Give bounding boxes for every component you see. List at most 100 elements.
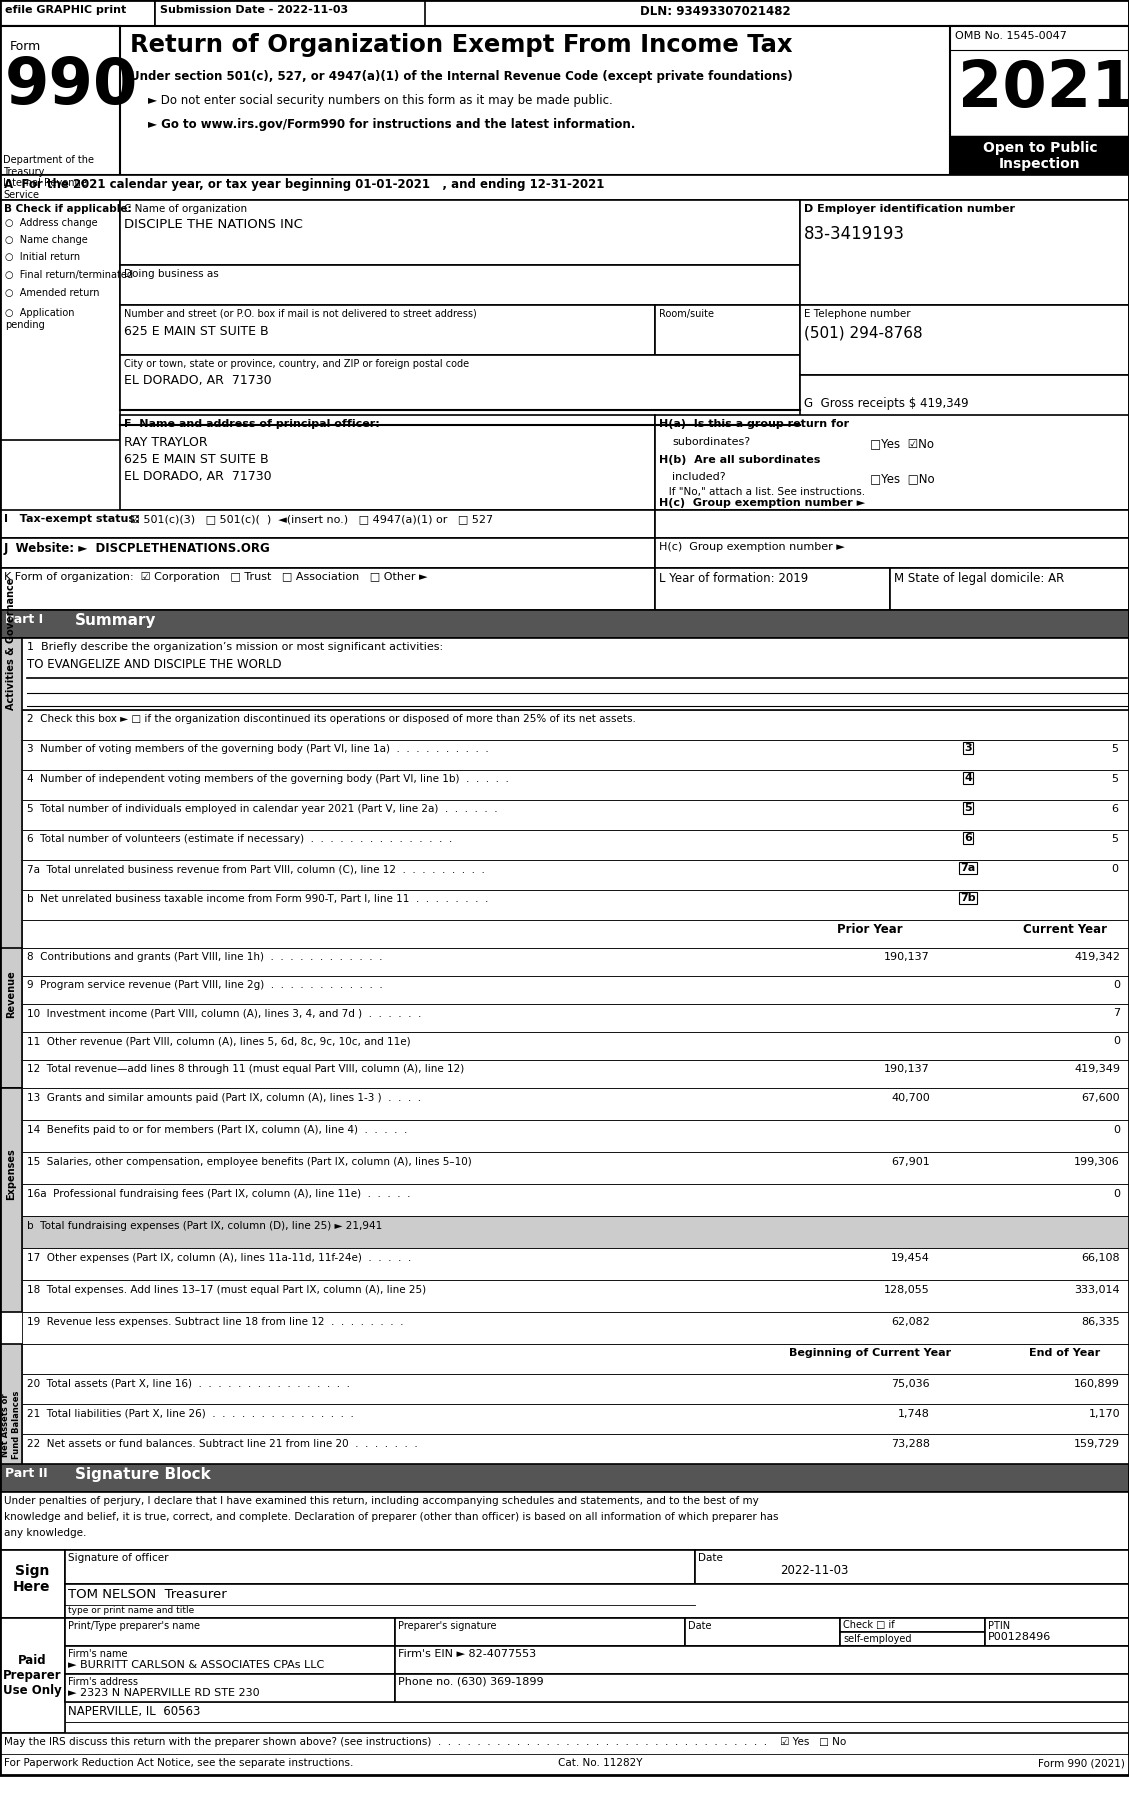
Bar bbox=[21, 1185, 1129, 1215]
Text: Under section 501(c), 527, or 4947(a)(1) of the Internal Revenue Code (except pr: Under section 501(c), 527, or 4947(a)(1)… bbox=[130, 71, 793, 83]
Text: 4  Number of independent voting members of the governing body (Part VI, line 1b): 4 Number of independent voting members o… bbox=[27, 775, 509, 784]
Text: 62,082: 62,082 bbox=[891, 1317, 930, 1328]
Text: K Form of organization:  ☑ Corporation   □ Trust   □ Association   □ Other ►: K Form of organization: ☑ Corporation □ … bbox=[5, 571, 428, 582]
Bar bbox=[21, 740, 1129, 769]
Bar bbox=[65, 1674, 395, 1702]
Bar bbox=[395, 1674, 1129, 1702]
Text: Signature Block: Signature Block bbox=[75, 1468, 211, 1482]
Bar bbox=[0, 568, 655, 610]
Text: 20  Total assets (Part X, line 16)  .  .  .  .  .  .  .  .  .  .  .  .  .  .  . : 20 Total assets (Part X, line 16) . . . … bbox=[27, 1379, 350, 1390]
Bar bbox=[120, 356, 800, 410]
Text: 11  Other revenue (Part VIII, column (A), lines 5, 6d, 8c, 9c, 10c, and 11e): 11 Other revenue (Part VIII, column (A),… bbox=[27, 1036, 411, 1047]
Text: EL DORADO, AR  71730: EL DORADO, AR 71730 bbox=[124, 470, 272, 483]
Text: b  Total fundraising expenses (Part IX, column (D), line 25) ► 21,941: b Total fundraising expenses (Part IX, c… bbox=[27, 1221, 383, 1232]
Bar bbox=[0, 25, 1129, 174]
Bar bbox=[21, 709, 1129, 740]
Text: For Paperwork Reduction Act Notice, see the separate instructions.: For Paperwork Reduction Act Notice, see … bbox=[5, 1758, 353, 1769]
Bar bbox=[21, 800, 1129, 831]
Text: A  For the 2021 calendar year, or tax year beginning 01-01-2021   , and ending 1: A For the 2021 calendar year, or tax yea… bbox=[5, 178, 604, 190]
Text: ○  Final return/terminated: ○ Final return/terminated bbox=[5, 270, 133, 279]
Text: ○  Initial return: ○ Initial return bbox=[5, 252, 80, 261]
Bar bbox=[800, 200, 1129, 305]
Text: Form: Form bbox=[10, 40, 42, 53]
Text: Summary: Summary bbox=[75, 613, 157, 628]
Text: Doing business as: Doing business as bbox=[124, 268, 219, 279]
Text: Prior Year: Prior Year bbox=[838, 923, 903, 936]
Text: B Check if applicable:: B Check if applicable: bbox=[5, 203, 132, 214]
Bar bbox=[65, 1549, 695, 1584]
Text: 5: 5 bbox=[1111, 744, 1118, 755]
Text: 333,014: 333,014 bbox=[1075, 1284, 1120, 1295]
Text: 40,700: 40,700 bbox=[891, 1094, 930, 1103]
Text: Firm's EIN ► 82-4077553: Firm's EIN ► 82-4077553 bbox=[399, 1649, 536, 1660]
Text: End of Year: End of Year bbox=[1030, 1348, 1101, 1359]
Text: 18  Total expenses. Add lines 13–17 (must equal Part IX, column (A), line 25): 18 Total expenses. Add lines 13–17 (must… bbox=[27, 1284, 426, 1295]
Text: Phone no. (630) 369-1899: Phone no. (630) 369-1899 bbox=[399, 1676, 544, 1687]
Text: 4: 4 bbox=[964, 773, 972, 784]
Text: NAPERVILLE, IL  60563: NAPERVILLE, IL 60563 bbox=[68, 1705, 200, 1718]
Bar bbox=[21, 949, 1129, 976]
Text: 0: 0 bbox=[1111, 863, 1118, 874]
Bar bbox=[21, 1215, 1129, 1248]
Text: Part II: Part II bbox=[5, 1468, 47, 1480]
Text: 7a  Total unrelated business revenue from Part VIII, column (C), line 12  .  .  : 7a Total unrelated business revenue from… bbox=[27, 863, 484, 874]
Bar bbox=[0, 174, 1129, 200]
Bar bbox=[65, 1584, 1129, 1618]
Text: 9  Program service revenue (Part VIII, line 2g)  .  .  .  .  .  .  .  .  .  .  .: 9 Program service revenue (Part VIII, li… bbox=[27, 980, 383, 990]
Text: ► BURRITT CARLSON & ASSOCIATES CPAs LLC: ► BURRITT CARLSON & ASSOCIATES CPAs LLC bbox=[68, 1660, 324, 1671]
Bar bbox=[655, 539, 1129, 568]
Bar bbox=[800, 305, 1129, 375]
Bar bbox=[655, 415, 1129, 510]
Bar bbox=[655, 305, 800, 356]
Bar bbox=[155, 0, 425, 25]
Bar bbox=[0, 0, 1129, 25]
Text: Revenue: Revenue bbox=[6, 970, 16, 1018]
Text: 16a  Professional fundraising fees (Part IX, column (A), line 11e)  .  .  .  .  : 16a Professional fundraising fees (Part … bbox=[27, 1188, 411, 1199]
Bar bbox=[840, 1633, 984, 1645]
Bar bbox=[65, 1645, 395, 1674]
Text: 625 E MAIN ST SUITE B: 625 E MAIN ST SUITE B bbox=[124, 325, 269, 337]
Text: Under penalties of perjury, I declare that I have examined this return, includin: Under penalties of perjury, I declare th… bbox=[5, 1497, 759, 1506]
Bar bbox=[21, 920, 1129, 949]
Text: H(a)  Is this a group return for: H(a) Is this a group return for bbox=[659, 419, 849, 428]
Bar bbox=[0, 1549, 65, 1618]
Text: 75,036: 75,036 bbox=[892, 1379, 930, 1390]
Text: 67,901: 67,901 bbox=[891, 1157, 930, 1166]
Text: 15  Salaries, other compensation, employee benefits (Part IX, column (A), lines : 15 Salaries, other compensation, employe… bbox=[27, 1157, 472, 1166]
Text: May the IRS discuss this return with the preparer shown above? (see instructions: May the IRS discuss this return with the… bbox=[5, 1738, 847, 1747]
Bar bbox=[0, 639, 21, 1012]
Bar bbox=[0, 539, 655, 568]
Bar bbox=[695, 1549, 1129, 1584]
Bar bbox=[120, 200, 800, 265]
Text: 5  Total number of individuals employed in calendar year 2021 (Part V, line 2a) : 5 Total number of individuals employed i… bbox=[27, 804, 498, 814]
Bar bbox=[655, 510, 1129, 539]
Text: PTIN: PTIN bbox=[988, 1622, 1010, 1631]
Text: M State of legal domicile: AR: M State of legal domicile: AR bbox=[894, 571, 1065, 584]
Text: Return of Organization Exempt From Income Tax: Return of Organization Exempt From Incom… bbox=[130, 33, 793, 56]
Text: City or town, state or province, country, and ZIP or foreign postal code: City or town, state or province, country… bbox=[124, 359, 470, 368]
Text: Paid
Preparer
Use Only: Paid Preparer Use Only bbox=[2, 1654, 61, 1698]
Text: 419,342: 419,342 bbox=[1074, 952, 1120, 961]
Text: knowledge and belief, it is true, correct, and complete. Declaration of preparer: knowledge and belief, it is true, correc… bbox=[5, 1513, 779, 1522]
Bar bbox=[0, 1618, 65, 1732]
Text: 12  Total revenue—add lines 8 through 11 (must equal Part VIII, column (A), line: 12 Total revenue—add lines 8 through 11 … bbox=[27, 1065, 464, 1074]
Text: □Yes  □No: □Yes □No bbox=[870, 472, 935, 484]
Text: DISCIPLE THE NATIONS INC: DISCIPLE THE NATIONS INC bbox=[124, 218, 303, 230]
Text: ○  Address change: ○ Address change bbox=[5, 218, 97, 229]
Text: 7a: 7a bbox=[961, 863, 975, 873]
Text: self-employed: self-employed bbox=[843, 1634, 911, 1643]
Bar bbox=[65, 1702, 1129, 1721]
Text: any knowledge.: any knowledge. bbox=[5, 1527, 87, 1538]
Bar bbox=[21, 1248, 1129, 1281]
Text: D Employer identification number: D Employer identification number bbox=[804, 203, 1015, 214]
Text: RAY TRAYLOR: RAY TRAYLOR bbox=[124, 435, 208, 450]
Text: Activities & Governance: Activities & Governance bbox=[6, 577, 16, 709]
Text: Signature of officer: Signature of officer bbox=[68, 1553, 168, 1564]
Bar bbox=[0, 1754, 1129, 1776]
Text: Sign
Here: Sign Here bbox=[14, 1564, 51, 1595]
Text: 21  Total liabilities (Part X, line 26)  .  .  .  .  .  .  .  .  .  .  .  .  .  : 21 Total liabilities (Part X, line 26) .… bbox=[27, 1409, 353, 1419]
Bar bbox=[0, 510, 655, 539]
Text: E Telephone number: E Telephone number bbox=[804, 308, 911, 319]
Text: ○  Name change: ○ Name change bbox=[5, 236, 88, 245]
Text: Firm's name: Firm's name bbox=[68, 1649, 128, 1660]
